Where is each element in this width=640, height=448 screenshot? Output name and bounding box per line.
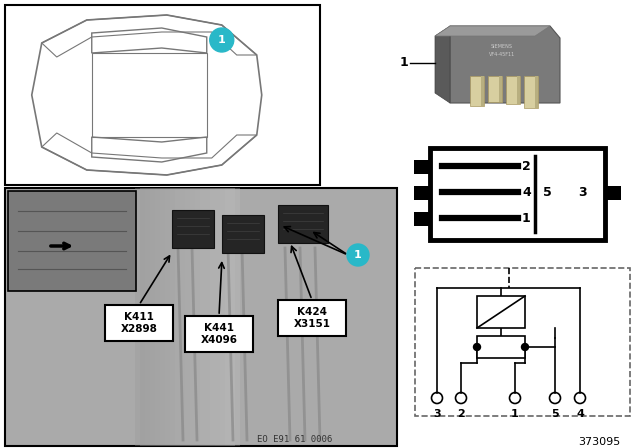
Circle shape (210, 28, 234, 52)
Text: 2: 2 (457, 409, 465, 419)
Bar (220, 188, 230, 446)
Text: 4: 4 (522, 185, 531, 198)
Text: 1: 1 (218, 35, 226, 45)
Polygon shape (435, 26, 550, 36)
Bar (605, 186, 621, 200)
Text: EO E91 61 0006: EO E91 61 0006 (257, 435, 333, 444)
Bar (278, 300, 346, 336)
Bar (165, 188, 175, 446)
Bar (175, 188, 185, 446)
Bar (430, 148, 605, 240)
Bar (488, 76, 502, 102)
Bar (170, 188, 180, 446)
Text: 5: 5 (543, 185, 552, 198)
Text: 1: 1 (399, 56, 408, 69)
Bar (180, 188, 190, 446)
Bar (8, 191, 136, 291)
Bar (524, 76, 538, 108)
Bar (477, 296, 525, 328)
Bar (190, 188, 200, 446)
Bar (172, 210, 214, 248)
Bar (150, 188, 160, 446)
Bar (185, 316, 253, 352)
Bar (499, 76, 502, 102)
Text: 1: 1 (522, 211, 531, 224)
Bar (278, 205, 328, 243)
Polygon shape (450, 26, 560, 103)
Bar (230, 188, 240, 446)
Text: 5: 5 (551, 409, 559, 419)
Bar (415, 268, 630, 416)
Text: 4: 4 (576, 409, 584, 419)
Bar (140, 188, 150, 446)
Bar (5, 188, 397, 446)
Bar (414, 186, 430, 200)
Bar (200, 188, 210, 446)
Bar (215, 188, 225, 446)
Text: 3: 3 (578, 185, 587, 198)
Circle shape (347, 244, 369, 266)
Text: SIEMENS: SIEMENS (491, 43, 513, 48)
Polygon shape (435, 26, 450, 103)
Bar (145, 188, 155, 446)
Bar (535, 76, 538, 108)
Bar (506, 76, 520, 104)
Bar (210, 188, 220, 446)
Text: 373095: 373095 (578, 437, 620, 447)
Circle shape (522, 344, 529, 350)
Bar (470, 76, 484, 106)
Circle shape (474, 344, 481, 350)
Bar (225, 188, 235, 446)
Text: 1: 1 (511, 409, 519, 419)
Text: 2: 2 (522, 159, 531, 172)
Bar (5, 5, 320, 185)
Text: K411
X2898: K411 X2898 (120, 312, 157, 334)
Bar (155, 188, 165, 446)
Text: VF4-45F11: VF4-45F11 (489, 52, 515, 57)
Bar (135, 188, 145, 446)
Bar (205, 188, 215, 446)
Bar (517, 76, 520, 104)
Bar (477, 336, 525, 358)
Bar (160, 188, 170, 446)
Bar (105, 305, 173, 341)
Bar (185, 188, 195, 446)
Bar (481, 76, 484, 106)
Text: K441
X4096: K441 X4096 (200, 323, 237, 345)
Bar (414, 212, 430, 226)
Text: 3: 3 (433, 409, 441, 419)
Text: 1: 1 (354, 250, 362, 260)
Bar (195, 188, 205, 446)
Bar (222, 215, 264, 253)
Text: K424
X3151: K424 X3151 (294, 307, 330, 329)
Bar (414, 160, 430, 174)
